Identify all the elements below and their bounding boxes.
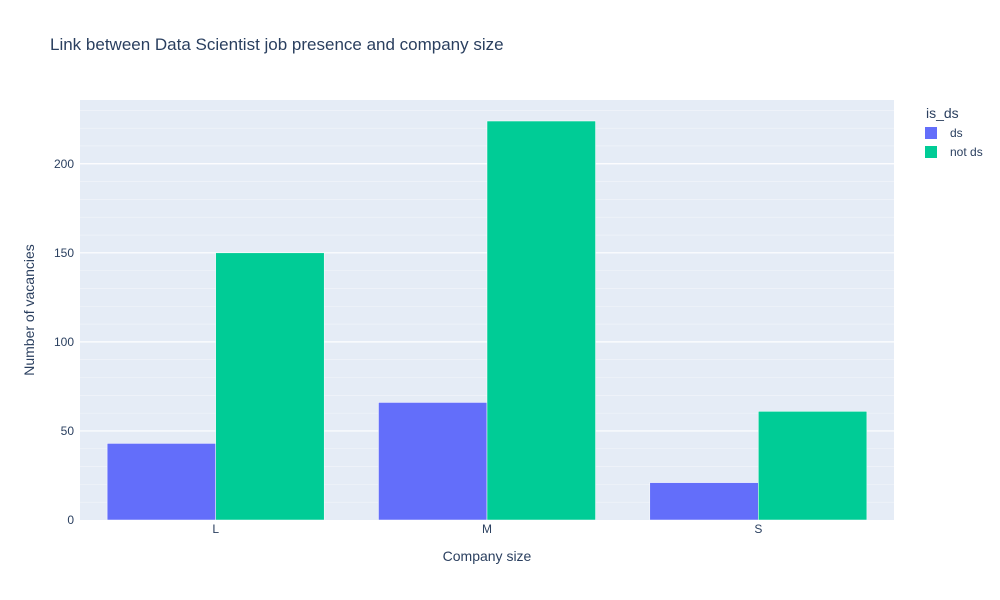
- legend-swatch: [925, 127, 937, 139]
- y-tick-label: 100: [54, 335, 74, 349]
- bar-ds-L: [106, 443, 216, 521]
- y-tick-label: 150: [54, 246, 74, 260]
- x-tick-label: S: [754, 522, 762, 536]
- bar-not-ds-L: [215, 252, 325, 521]
- legend-label: ds: [950, 126, 963, 140]
- legend-title: is_ds: [926, 105, 959, 121]
- bars: [106, 120, 868, 521]
- chart-title: Link between Data Scientist job presence…: [50, 35, 504, 54]
- y-tick-label: 0: [67, 513, 74, 527]
- x-axis-title: Company size: [443, 548, 532, 564]
- legend: is_ds ds not ds: [925, 105, 983, 159]
- x-tick-label: L: [212, 522, 219, 536]
- y-axis-ticks: 0 50 100 150 200: [54, 157, 74, 527]
- legend-label: not ds: [950, 145, 983, 159]
- y-tick-label: 200: [54, 157, 74, 171]
- bar-not-ds-S: [758, 411, 868, 521]
- y-axis-title: Number of vacancies: [21, 244, 37, 376]
- bar-not-ds-M: [486, 120, 596, 521]
- bar-ds-M: [378, 402, 488, 521]
- x-tick-label: M: [482, 522, 492, 536]
- y-tick-label: 50: [61, 424, 75, 438]
- bar-ds-S: [649, 482, 759, 521]
- legend-swatch: [925, 146, 937, 158]
